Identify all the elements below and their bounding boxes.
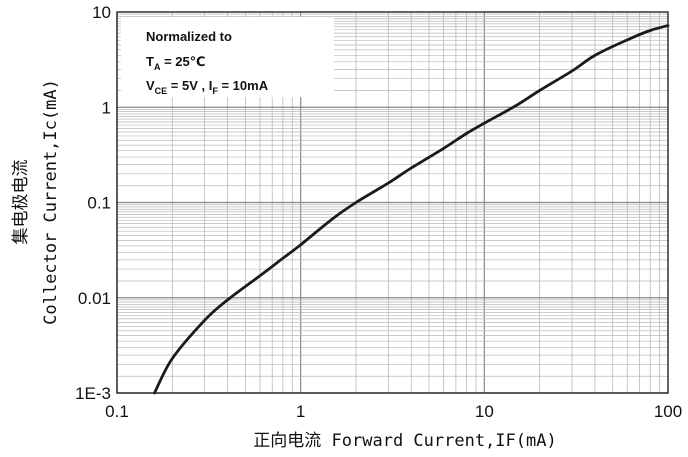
- x-axis-title: 正向电流 Forward Current,IF(mA): [253, 431, 556, 451]
- x-tick-label: 100: [654, 402, 682, 421]
- annotation-box: Normalized to TA = 25℃ VCE = 5V , IF = 1…: [146, 29, 269, 96]
- plot-frame: [116, 11, 669, 394]
- y-tick-label: 1E-3: [75, 384, 111, 403]
- annotation-line-2: TA = 25℃: [146, 54, 205, 72]
- y-tick-label: 0.1: [87, 194, 111, 213]
- y-tick-label: 10: [92, 3, 111, 22]
- series-line-collector-current: [153, 24, 670, 395]
- x-tick-label: 1: [296, 402, 305, 421]
- y-tick-label: 0.01: [78, 289, 111, 308]
- annotation-background: [121, 17, 334, 97]
- tick-labels: 0.1 1 10 100 1E-3 0.01 0.1 1 10: [75, 3, 682, 421]
- x-tick-label: 10: [475, 402, 494, 421]
- y-axis-title-chinese: 集电极电流: [11, 160, 31, 245]
- x-tick-label: 0.1: [105, 402, 129, 421]
- y-tick-label: 1: [102, 98, 111, 117]
- annotation-line-1: Normalized to: [146, 29, 232, 44]
- y-axis-title: Collector Current,Ic(mA): [41, 79, 61, 325]
- annotation-line-3: VCE = 5V , IF = 10mA: [146, 78, 269, 96]
